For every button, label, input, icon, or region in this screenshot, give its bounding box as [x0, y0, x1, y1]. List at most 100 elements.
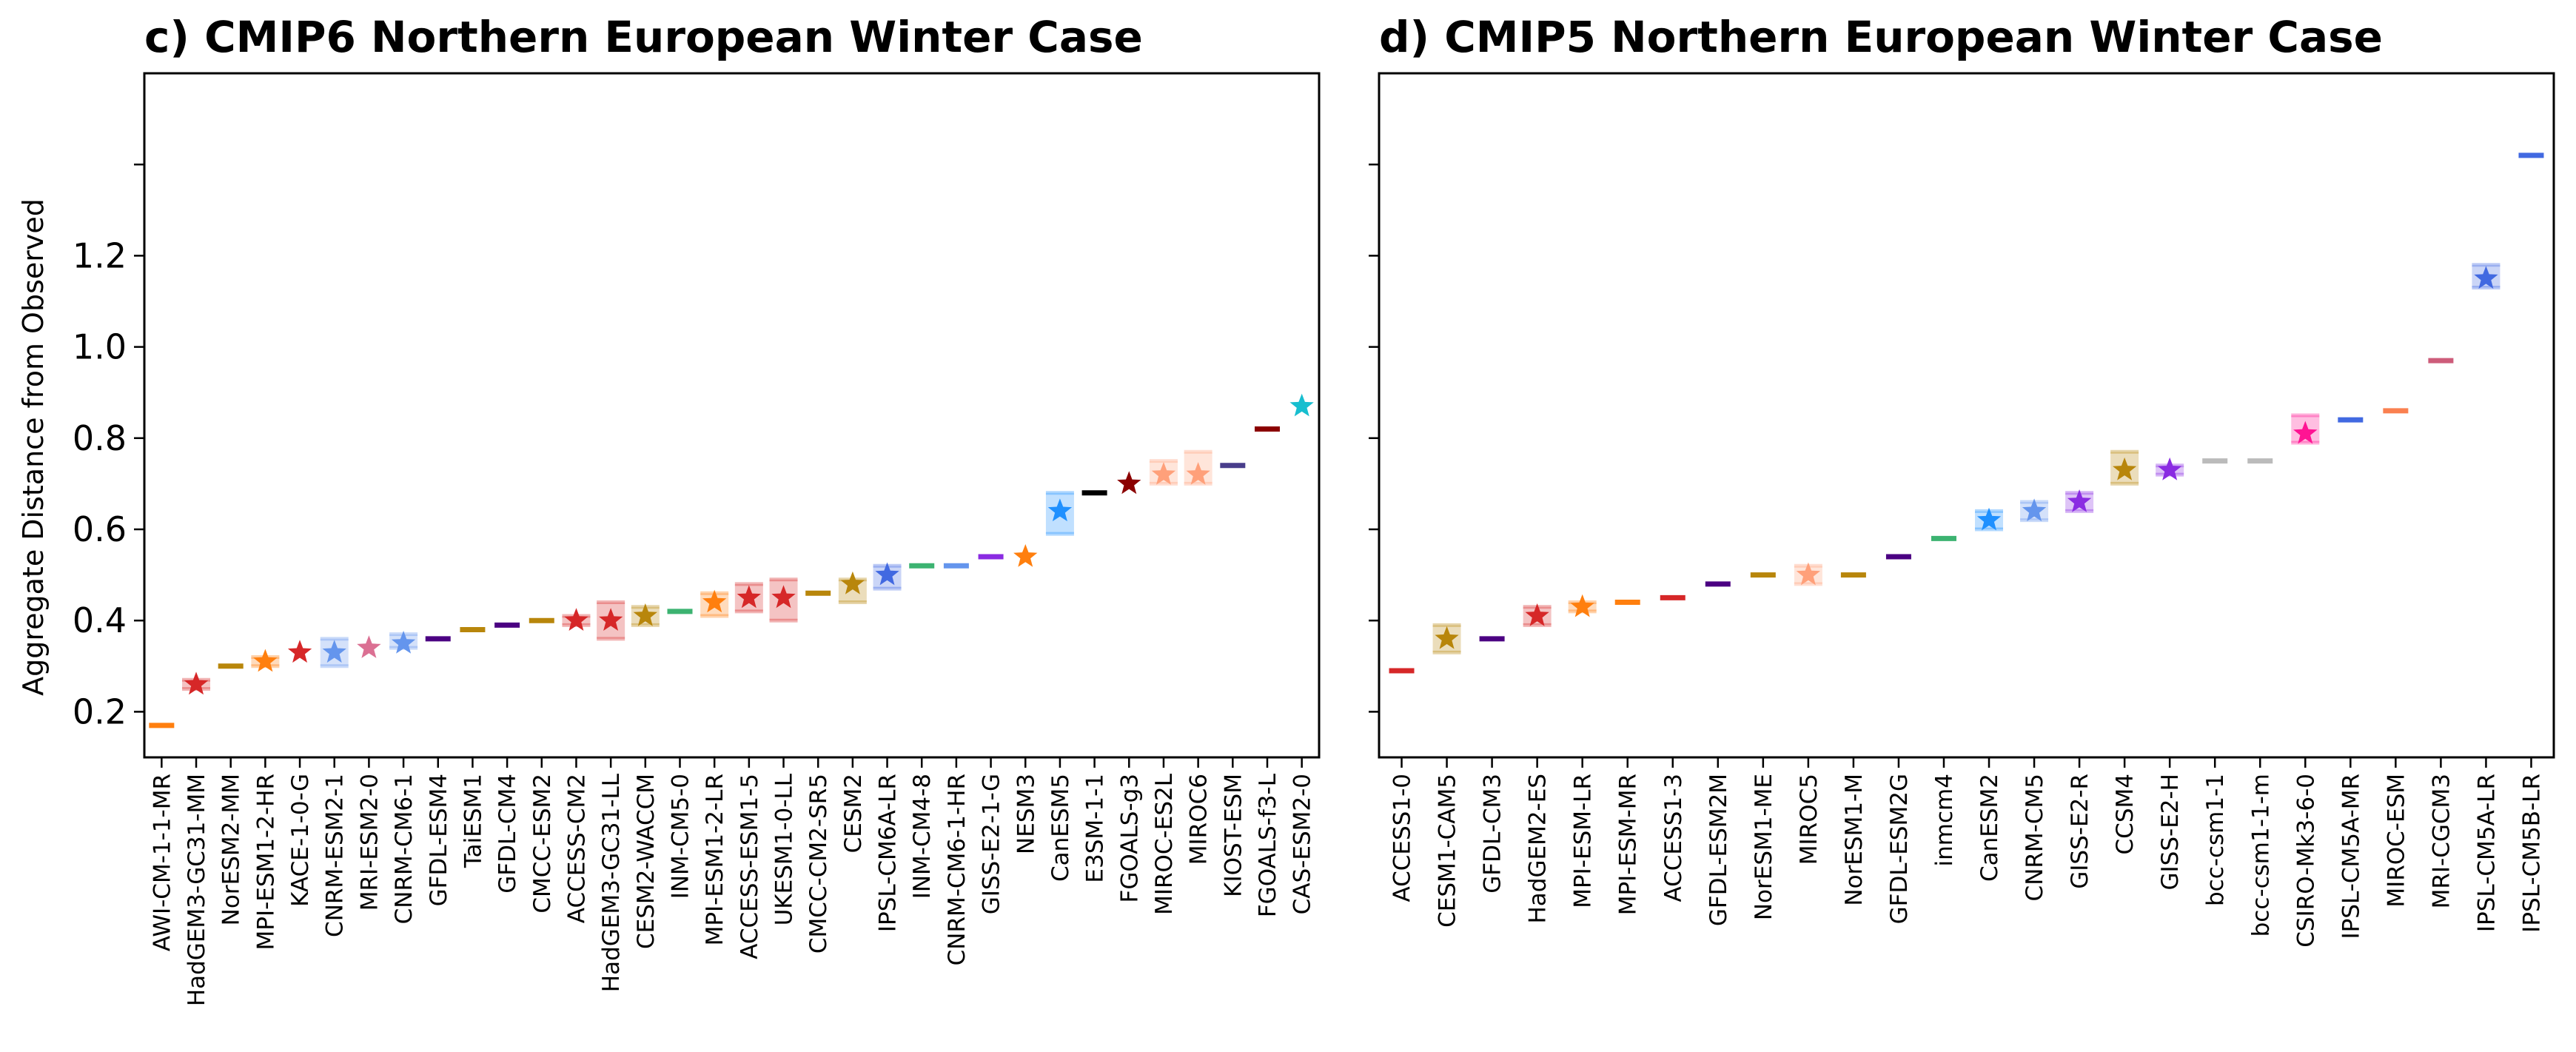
x-tick-label-nesm3: NESM3: [1013, 774, 1039, 854]
x-tick-label-noresm2-mm: NorESM2-MM: [218, 774, 245, 925]
x-tick-label-cnrm-esm2-1: CNRM-ESM2-1: [322, 774, 349, 937]
star-marker-fgoals-g3: [1117, 471, 1141, 495]
x-tick-label-mpi-esm1-2-hr: MPI-ESM1-2-HR: [252, 774, 279, 950]
y-tick-label: 0.6: [73, 509, 127, 549]
x-tick-label-noresm1-m: NorESM1-M: [1841, 774, 1868, 906]
star-marker-hadgem3-gc31-ll: [599, 608, 623, 631]
x-tick-label-canesm5: CanESM5: [1047, 774, 1074, 882]
star-marker-miroc6: [1186, 462, 1210, 485]
star-marker-miroc5: [1796, 562, 1820, 586]
x-tick-label-cmcc-cm2-sr5: CMCC-CM2-SR5: [805, 774, 832, 954]
x-tick-label-cnrm-cm5: CNRM-CM5: [2022, 774, 2048, 901]
y-tick-label: 0.2: [73, 691, 127, 731]
x-tick-label-cas-esm2-0: CAS-ESM2-0: [1289, 774, 1316, 914]
y-tick-label: 0.4: [73, 600, 127, 640]
x-tick-label-giss-e2-r: GISS-E2-R: [2067, 774, 2093, 889]
x-tick-label-mri-esm2-0: MRI-ESM2-0: [356, 774, 383, 911]
x-tick-label-cnrm-cm6-1: CNRM-CM6-1: [391, 774, 417, 924]
x-tick-label-cnrm-cm6-1-hr: CNRM-CM6-1-HR: [944, 774, 970, 965]
x-tick-label-inm-cm5-0: INM-CM5-0: [667, 774, 694, 899]
panel-c-marks: [149, 393, 1314, 728]
star-marker-csiro-mk3-6-0: [2293, 421, 2318, 444]
x-tick-label-access1-0: ACCESS1-0: [1389, 774, 1416, 902]
y-tick-label: 0.8: [73, 418, 127, 458]
x-tick-label-gfdl-esm2m: GFDL-ESM2M: [1705, 774, 1732, 926]
x-tick-label-cesm1-cam5: CESM1-CAM5: [1435, 774, 1461, 928]
panel-d-title: d) CMIP5 Northern European Winter Case: [1379, 12, 2383, 62]
x-tick-label-taiesm1: TaiESM1: [460, 774, 486, 868]
y-tick-label: 1.2: [73, 235, 127, 275]
x-tick-label-access1-3: ACCESS1-3: [1660, 774, 1687, 902]
x-tick-label-kace-1-0-g: KACE-1-0-G: [287, 774, 314, 907]
x-tick-label-miroc6: MIROC6: [1186, 774, 1212, 865]
x-tick-label-ipsl-cm5b-lr: IPSL-CM5B-LR: [2518, 774, 2545, 933]
x-tick-label-gfdl-cm3: GFDL-CM3: [1480, 774, 1506, 894]
star-marker-ukesm1-0-ll: [771, 585, 796, 609]
star-marker-ipsl-cm5a-lr: [2474, 266, 2498, 289]
star-marker-miroc-es2l: [1151, 462, 1176, 485]
panel-c-cmip6: c) CMIP6 Northern European Winter Case A…: [17, 12, 1321, 1006]
x-tick-label-bcc-csm1-1: bcc-csm1-1: [2202, 774, 2229, 906]
x-tick-label-bcc-csm1-1-m: bcc-csm1-1-m: [2247, 774, 2274, 937]
x-tick-label-ccsm4: CCSM4: [2112, 774, 2139, 854]
x-tick-label-inm-cm4-8: INM-CM4-8: [909, 774, 936, 899]
x-tick-label-mpi-esm-lr: MPI-ESM-LR: [1570, 774, 1597, 908]
x-tick-label-access-cm2: ACCESS-CM2: [563, 774, 590, 923]
star-marker-cas-esm2-0: [1289, 393, 1314, 417]
star-marker-cesm2-waccm: [633, 603, 657, 626]
y-axis-label: Aggregate Distance from Observed: [17, 198, 50, 696]
star-marker-cnrm-cm5: [2022, 498, 2047, 522]
x-tick-label-cesm2-waccm: CESM2-WACCM: [633, 774, 660, 949]
x-tick-label-gfdl-esm4: GFDL-ESM4: [426, 774, 452, 906]
star-marker-mri-esm2-0: [357, 635, 381, 658]
x-tick-label-canesm2: CanESM2: [1976, 774, 2003, 882]
star-marker-cnrm-esm2-1: [322, 640, 346, 663]
panel-c-title: c) CMIP6 Northern European Winter Case: [144, 12, 1143, 62]
panel-d-frame: [1378, 72, 2555, 759]
star-marker-canesm5: [1047, 498, 1073, 522]
star-marker-access-cm2: [564, 608, 588, 631]
y-tick-label: 1.0: [73, 327, 127, 367]
x-tick-label-e3sm-1-1: E3SM-1-1: [1082, 774, 1109, 883]
x-tick-label-cesm2: CESM2: [840, 774, 867, 853]
x-tick-label-ukesm1-0-ll: UKESM1-0-LL: [771, 773, 798, 925]
panel-d-marks: [1389, 153, 2544, 674]
panel-d-axes: ACCESS1-0 CESM1-CAM5 GFDL-CM3 HadGEM2-ES MPI…: [1369, 163, 2545, 948]
star-marker-ccsm4: [2113, 457, 2137, 480]
star-marker-hadgem3-gc31-mm: [184, 671, 209, 695]
star-marker-mpi-esm-lr: [1570, 594, 1594, 617]
x-tick-label-hadgem3-gc31-mm: HadGEM3-GC31-MM: [184, 774, 210, 1006]
x-tick-label-mri-cgcm3: MRI-CGCM3: [2428, 774, 2455, 908]
x-tick-label-noresm1-me: NorESM1-ME: [1751, 774, 1777, 920]
x-tick-label-gfdl-cm4: GFDL-CM4: [494, 774, 521, 894]
panel-c-frame: [143, 72, 1321, 759]
star-marker-mpi-esm1-2-hr: [253, 649, 278, 672]
star-marker-canesm2: [1976, 507, 2002, 531]
x-tick-label-giss-e2-h: GISS-E2-H: [2157, 774, 2184, 891]
x-tick-label-mpi-esm-mr: MPI-ESM-MR: [1615, 774, 1642, 915]
star-marker-nesm3: [1013, 544, 1038, 567]
star-marker-ipsl-cm6a-lr: [875, 562, 899, 586]
x-tick-label-kiost-esm: KIOST-ESM: [1220, 774, 1247, 897]
x-tick-label-fgoals-f3-l: FGOALS-f3-L: [1255, 773, 1281, 917]
x-tick-label-gfdl-esm2g: GFDL-ESM2G: [1886, 774, 1913, 924]
x-tick-label-awi-cm-1-1-mr: AWI-CM-1-1-MR: [149, 774, 175, 951]
x-tick-label-ipsl-cm5a-lr: IPSL-CM5A-LR: [2473, 774, 2500, 932]
x-tick-label-miroc5: MIROC5: [1796, 774, 1822, 865]
x-tick-label-mpi-esm1-2-lr: MPI-ESM1-2-LR: [702, 774, 728, 945]
panel-c-axes: 0.2 0.4 0.6 0.8 1.0 1.2 AWI-CM-1-1-MR HadGEM3-G…: [73, 163, 1316, 1006]
x-tick-label-fgoals-g3: FGOALS-g3: [1116, 774, 1143, 902]
star-marker-kace-1-0-g: [287, 640, 312, 663]
x-tick-label-inmcm4: inmcm4: [1931, 774, 1958, 866]
star-marker-giss-e2-r: [2067, 489, 2092, 512]
x-tick-label-ipsl-cm5a-mr: IPSL-CM5A-MR: [2338, 774, 2364, 939]
x-tick-label-cmcc-esm2: CMCC-ESM2: [529, 774, 556, 914]
x-tick-label-hadgem3-gc31-ll: HadGEM3-GC31-LL: [598, 773, 625, 992]
x-tick-label-hadgem2-es: HadGEM2-ES: [1525, 774, 1552, 924]
x-tick-label-csiro-mk3-6-0: CSIRO-Mk3-6-0: [2292, 774, 2319, 948]
x-tick-label-giss-e2-1-g: GISS-E2-1-G: [979, 774, 1005, 914]
star-marker-cnrm-cm6-1: [391, 631, 416, 654]
star-marker-access-esm1-5: [737, 585, 761, 609]
